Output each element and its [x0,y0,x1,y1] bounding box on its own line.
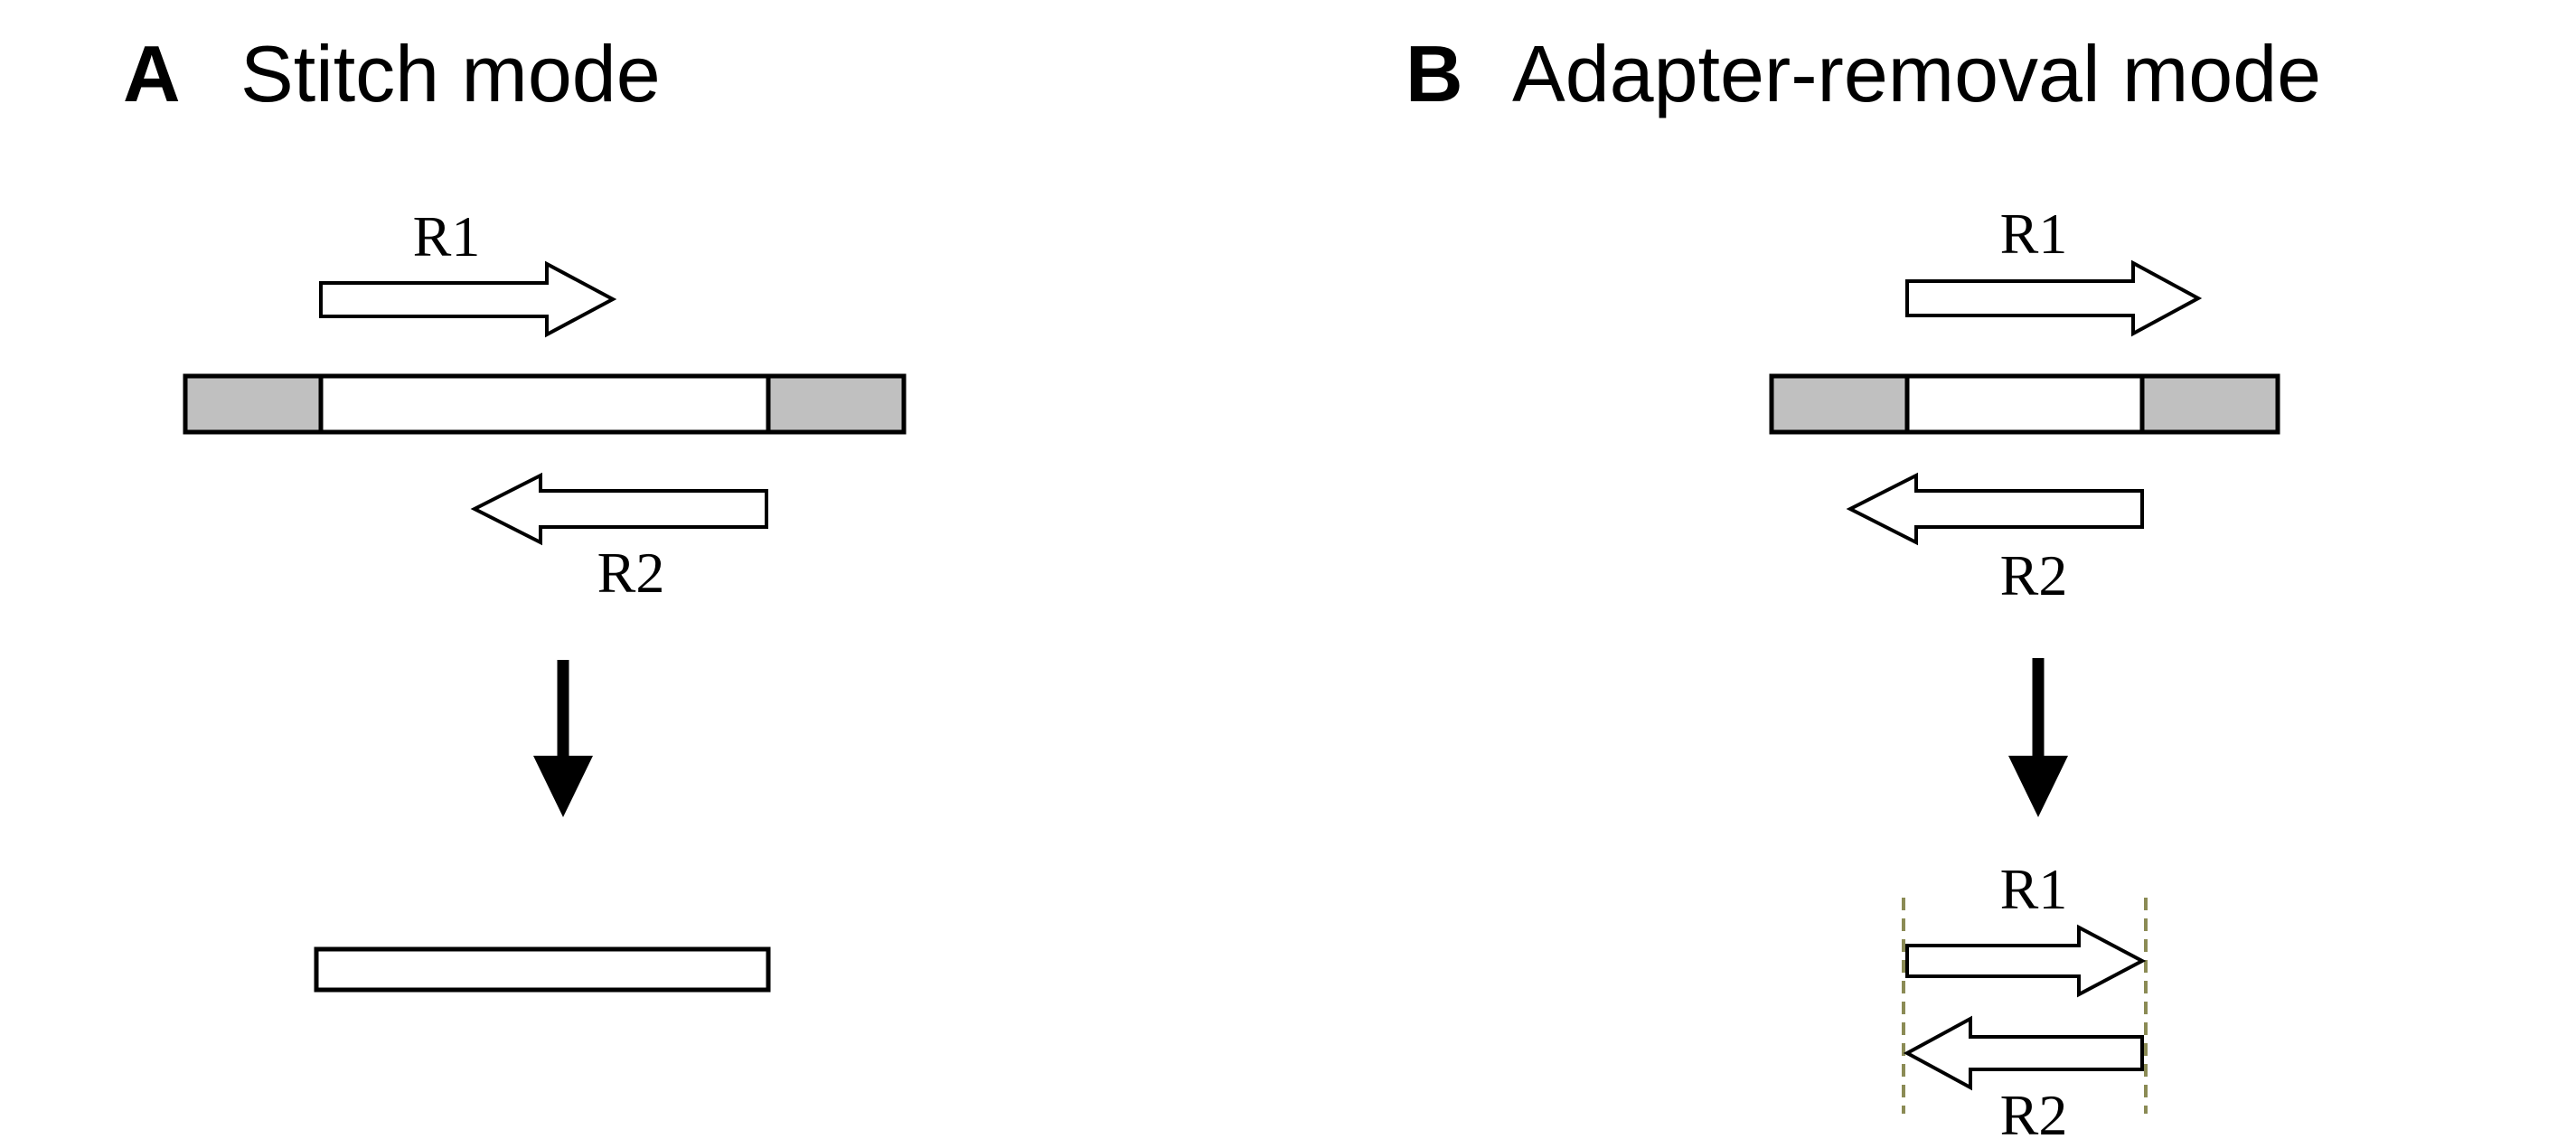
panel-b-r1-label: R1 [2000,202,2068,266]
panel-b-insert [1904,373,2145,435]
panel-b-result-r1-arrow [1905,924,2147,998]
panel-b-r1-arrow [1905,259,2203,337]
panel-a-title: Stitch mode [240,29,661,118]
panel-a-insert [318,373,771,435]
panel-a-r1-arrow [319,260,617,338]
panel-b-r2-label: R2 [2000,543,2068,607]
panel-a-right-adapter [766,373,907,435]
panel-a-left-adapter [183,373,324,435]
panel-a-r1-label: R1 [413,204,481,268]
panel-a-stitched-read [314,946,771,993]
panel-a-r2-label: R2 [597,541,665,605]
panel-a-r2-arrow [470,472,768,546]
panel-b-fragment [1769,373,2280,435]
panel-a-letter: A [123,29,181,118]
panel-b-letter: B [1406,29,1463,118]
panel-b-r2-arrow [1846,472,2144,546]
panel-a: A Stitch mode R1 R2 [123,29,907,993]
panel-b-right-adapter [2139,373,2280,435]
panel-b-result-r1-label: R1 [2000,857,2068,921]
panel-b-left-adapter [1769,373,1910,435]
panel-b: B Adapter-removal mode R1 R2 R1 R2 [1406,29,2321,1139]
panel-b-down-arrow [2008,658,2068,817]
panel-a-fragment [183,373,907,435]
panel-b-result-r2-label: R2 [2000,1083,2068,1139]
panel-b-title: Adapter-removal mode [1512,29,2321,118]
panel-a-down-arrow [533,660,593,817]
panel-b-result-r2-arrow [1903,1015,2144,1091]
